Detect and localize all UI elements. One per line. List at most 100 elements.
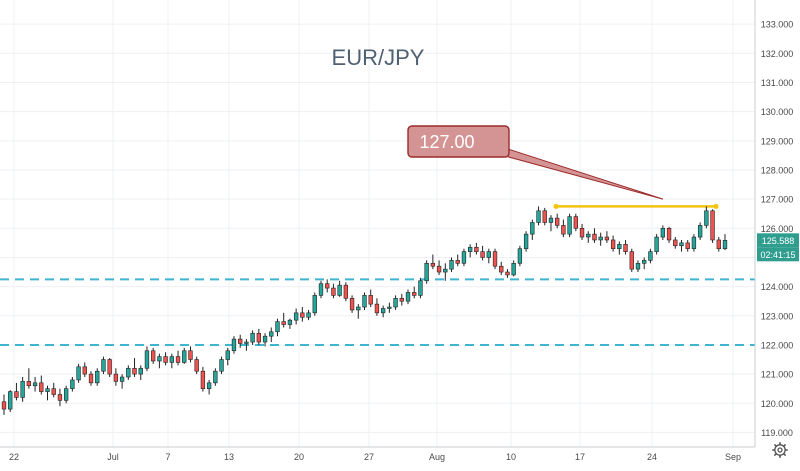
x-tick-label: 17 (575, 452, 585, 462)
y-tick-label: 126.000 (761, 224, 794, 234)
candle-up (287, 318, 293, 329)
candle-up (275, 318, 280, 337)
candle-up (691, 234, 697, 252)
candle-body (418, 280, 423, 296)
candle-body (244, 341, 249, 344)
candle-body (1, 401, 7, 410)
y-axis: 119.000 120.000 121.000 122.000 123.000 124.0… (754, 0, 794, 447)
candle-up (219, 356, 224, 375)
candle-up (293, 308, 299, 325)
candle-up (8, 390, 13, 413)
candle-up (269, 327, 274, 343)
gear-icon[interactable] (772, 442, 788, 458)
candle-up (530, 219, 535, 240)
candle-body (325, 283, 330, 289)
candle-body (269, 331, 274, 337)
candle-down (132, 358, 137, 378)
candle-body (387, 306, 392, 309)
candle-body (474, 246, 479, 252)
candle-body (586, 233, 591, 238)
y-tick-label: 129.000 (761, 136, 794, 146)
candle-body (492, 251, 498, 267)
candle-up (654, 234, 659, 255)
y-tick-label: 127.000 (761, 195, 794, 205)
candle-up (362, 292, 367, 310)
candle-up (138, 365, 143, 380)
candle-body (548, 217, 554, 223)
candle-body (101, 359, 106, 372)
candle-down (673, 237, 678, 249)
candle-body (182, 350, 187, 363)
candle-body (449, 260, 454, 270)
x-tick-label: Aug (429, 452, 445, 462)
candle-body (393, 297, 398, 308)
candle-down (256, 328, 262, 345)
candle-body (163, 356, 168, 363)
candle-body (188, 350, 193, 360)
candle-up (697, 222, 703, 240)
candle-up (511, 260, 516, 277)
candle-down (480, 245, 485, 261)
candle-body (511, 262, 516, 276)
x-tick-label: 13 (224, 452, 234, 462)
x-tick-label: 7 (165, 452, 170, 462)
candle-down (474, 242, 479, 255)
candle-up (722, 234, 728, 251)
candle-down (542, 207, 547, 226)
y-tick-label: 130.000 (761, 107, 794, 117)
candle-body (405, 292, 411, 302)
candle-up (642, 257, 647, 270)
resistance-handle (553, 203, 559, 209)
countdown-badge (757, 247, 799, 262)
candle-body (567, 216, 572, 235)
candle-up (306, 309, 311, 321)
candle-body (45, 388, 50, 392)
candle-body (8, 391, 13, 410)
candle-up (95, 368, 100, 386)
candle-body (642, 260, 647, 264)
candle-down (610, 235, 616, 252)
candle-up (387, 302, 392, 313)
candle-down (151, 347, 156, 364)
candle-down (1, 394, 7, 415)
candle-up (536, 206, 541, 226)
candle-down (325, 279, 330, 293)
candle-down (194, 356, 199, 375)
candle-body (200, 370, 206, 389)
candle-up (182, 347, 187, 364)
candles (1, 206, 728, 415)
price-badges: 125.588 02:41:15 (757, 233, 799, 262)
candle-down (666, 226, 672, 243)
candle-body (119, 376, 125, 382)
candle-body (660, 228, 666, 238)
y-tick-label: 131.000 (761, 78, 794, 88)
price-badge-text: 125.588 (762, 236, 795, 246)
annotation: 127.00 (407, 125, 664, 200)
candle-down (604, 231, 610, 243)
candle-body (356, 306, 361, 311)
candle-body (691, 236, 697, 250)
candle-body (480, 251, 485, 258)
candle-body (225, 350, 230, 360)
candle-down (368, 289, 373, 308)
candle-up (380, 305, 386, 318)
candle-body (63, 388, 69, 401)
candle-up (679, 239, 684, 252)
candle-down (685, 239, 690, 252)
countdown-badge-text: 02:41:15 (760, 250, 795, 260)
candle-body (679, 242, 684, 247)
candle-body (32, 382, 38, 387)
candle-body (704, 210, 709, 226)
candle-down (107, 358, 112, 378)
candle-up (337, 280, 342, 297)
y-tick-label: 119.000 (761, 428, 793, 438)
candle-body (610, 239, 616, 250)
candle-body (275, 321, 280, 333)
callout-pointer (504, 147, 664, 200)
candle-body (697, 225, 703, 238)
candle-body (598, 236, 603, 241)
candle-body (467, 246, 473, 252)
candle-body (654, 236, 659, 252)
resistance-handle (713, 203, 719, 209)
